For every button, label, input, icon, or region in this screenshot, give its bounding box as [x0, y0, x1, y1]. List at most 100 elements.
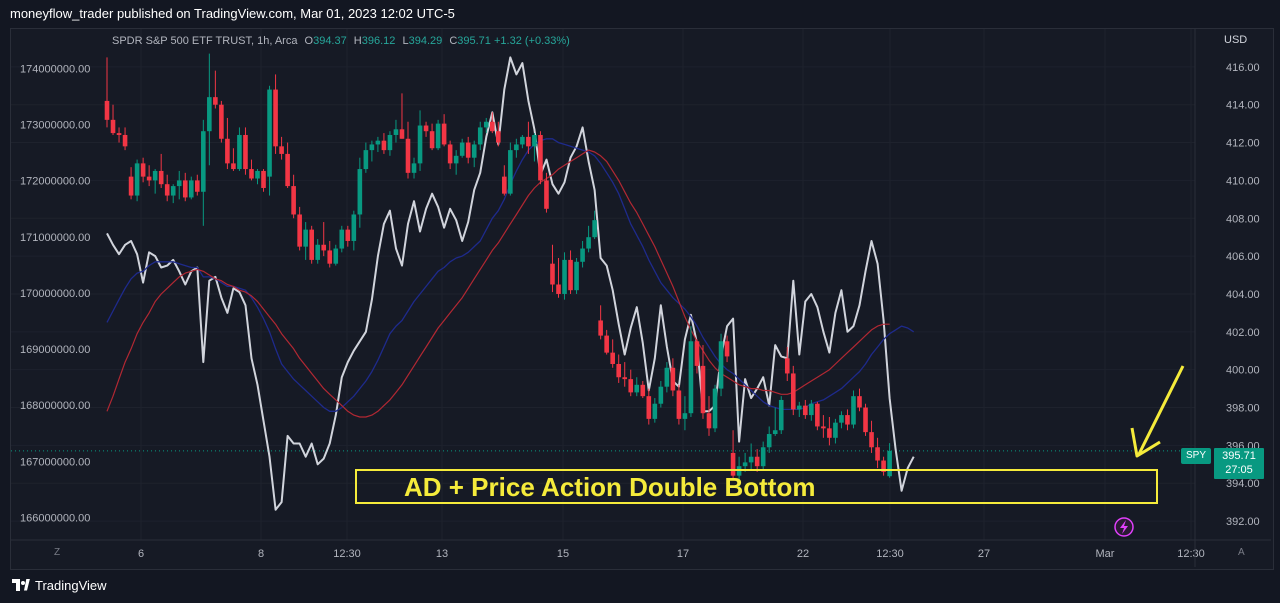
- bar-countdown: 27:05: [1225, 464, 1253, 476]
- candle-body: [568, 259, 573, 291]
- candle-body: [345, 229, 351, 241]
- candle: [255, 169, 260, 185]
- candle-body: [128, 176, 134, 196]
- candle-body: [881, 460, 886, 472]
- candle-body: [399, 129, 405, 139]
- highlight-box: [355, 469, 1158, 504]
- right-tick-label: 392.00: [1226, 516, 1260, 528]
- candle: [598, 305, 603, 340]
- candle-body: [845, 415, 850, 425]
- candle-body: [393, 129, 399, 135]
- candle: [634, 377, 640, 397]
- candle-body: [182, 180, 188, 198]
- candle-body: [261, 170, 266, 188]
- left-tick-label: 173000000.00: [20, 119, 90, 131]
- candle-body: [483, 121, 489, 128]
- candle: [182, 172, 188, 202]
- candle: [104, 57, 110, 128]
- candle-body: [640, 384, 646, 397]
- candle: [423, 121, 429, 137]
- candle: [285, 142, 290, 188]
- candle: [881, 456, 886, 476]
- candle-body: [544, 180, 549, 209]
- candle: [670, 358, 676, 397]
- candle: [568, 250, 573, 294]
- candle: [219, 100, 224, 143]
- candle-body: [839, 415, 844, 423]
- time-tick-label: 22: [797, 548, 809, 560]
- candle: [188, 176, 194, 200]
- candle-body: [646, 396, 652, 419]
- candle-body: [104, 100, 110, 120]
- annotation-text: AD + Price Action Double Bottom: [404, 472, 816, 502]
- left-tick-label: 172000000.00: [20, 176, 90, 188]
- candle: [140, 157, 146, 183]
- candle: [483, 117, 489, 134]
- candle-body: [628, 379, 634, 393]
- candle: [152, 169, 158, 194]
- candle-body: [188, 180, 194, 198]
- candle-body: [453, 155, 459, 164]
- last-price-value: 395.71: [1222, 450, 1256, 462]
- candle: [387, 131, 393, 156]
- time-axis: 6 8 12:30 13 15 17 22 12:30 27 Mar 12:30: [138, 548, 1205, 560]
- candle-body: [706, 413, 712, 429]
- fast-ma-line: [106, 149, 890, 418]
- candle: [700, 345, 706, 419]
- candle-body: [778, 399, 784, 431]
- candle: [851, 390, 856, 429]
- auto-scale-button[interactable]: A: [1238, 547, 1245, 558]
- candle: [682, 396, 688, 431]
- candle-body: [279, 146, 284, 154]
- tradingview-brand[interactable]: TradingView: [12, 578, 107, 593]
- candle: [435, 119, 441, 151]
- candle: [592, 210, 597, 240]
- candle: [797, 401, 802, 417]
- candle: [520, 134, 525, 149]
- candle-body: [423, 125, 429, 132]
- candle: [887, 443, 892, 478]
- candle-body: [327, 250, 333, 264]
- candle-body: [201, 131, 206, 192]
- candle: [267, 85, 272, 196]
- candle-body: [339, 229, 345, 249]
- candle: [128, 167, 134, 200]
- candle: [134, 159, 140, 202]
- scroll-left-button[interactable]: Z: [54, 547, 61, 558]
- candle: [718, 333, 724, 397]
- right-tick-label: 400.00: [1226, 365, 1260, 377]
- legend-change: +1.32 (+0.33%): [493, 35, 570, 47]
- candle: [815, 401, 820, 431]
- candle: [477, 121, 483, 151]
- candle: [772, 407, 778, 436]
- candle: [748, 443, 754, 470]
- candle-body: [237, 134, 242, 170]
- candle: [502, 165, 507, 196]
- right-tick-label: 406.00: [1226, 251, 1260, 263]
- candle-body: [634, 384, 640, 393]
- candle-body: [321, 244, 327, 251]
- candle-body: [562, 259, 567, 294]
- candle-body: [616, 363, 621, 378]
- candle-body: [477, 127, 483, 145]
- candle: [237, 127, 242, 171]
- candle: [574, 258, 579, 294]
- candle-body: [219, 104, 224, 139]
- candle: [754, 449, 760, 472]
- candle-body: [375, 140, 381, 145]
- candle: [821, 415, 826, 438]
- ad-line: [106, 56, 915, 511]
- candle: [231, 148, 236, 171]
- candle: [447, 140, 453, 170]
- candle-body: [526, 136, 531, 147]
- candle: [399, 93, 405, 139]
- candle: [471, 140, 477, 168]
- right-tick-label: 414.00: [1226, 100, 1260, 112]
- candle: [381, 133, 387, 154]
- legend-high: 396.12: [361, 35, 396, 47]
- candle: [369, 140, 375, 162]
- left-tick-label: 166000000.00: [20, 513, 90, 525]
- left-tick-label: 170000000.00: [20, 288, 90, 300]
- candle-body: [520, 136, 525, 145]
